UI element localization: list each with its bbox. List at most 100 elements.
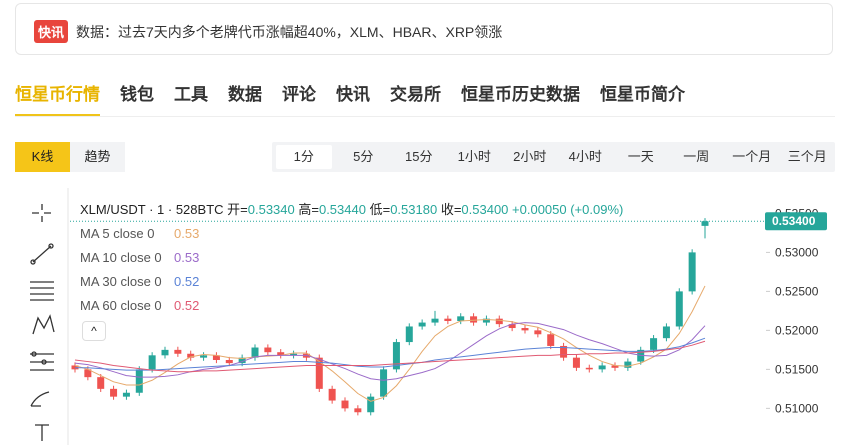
nav-tab[interactable]: 恒星币简介 xyxy=(600,85,685,104)
brush-tool[interactable] xyxy=(30,391,50,407)
y-tick-label: 0.52500 xyxy=(775,284,819,298)
candle-body xyxy=(534,330,542,335)
fib-tool[interactable] xyxy=(30,351,54,371)
parallel-tool[interactable] xyxy=(30,281,54,301)
candle-body xyxy=(431,318,439,323)
legend-name: MA 30 close 0 xyxy=(80,274,162,289)
toolbar xyxy=(30,204,55,441)
y-tick-label: 0.53000 xyxy=(775,245,819,259)
crosshair-tool[interactable] xyxy=(32,204,51,222)
ohlc-label: 收= xyxy=(440,202,462,217)
nav-tab[interactable]: 数据 xyxy=(228,85,262,104)
line-tool[interactable] xyxy=(30,243,54,265)
nav-tab[interactable]: 恒星币历史数据 xyxy=(461,85,580,104)
interval-button[interactable]: 1分 xyxy=(276,145,332,169)
candle-body xyxy=(688,252,696,292)
candle-body xyxy=(585,367,593,370)
last-price-label: 0.53400 xyxy=(772,214,816,228)
change: +0.00050 (+0.09%) xyxy=(512,202,624,217)
candle-body xyxy=(187,353,195,358)
mode-button[interactable]: 趋势 xyxy=(70,142,125,172)
candle-body xyxy=(508,324,516,329)
candle-body xyxy=(521,328,529,331)
collapse-button[interactable]: ^ xyxy=(82,321,106,341)
mode-button[interactable]: K线 xyxy=(15,142,70,172)
candle-body xyxy=(135,369,143,393)
candle-body xyxy=(122,392,130,397)
candle-body xyxy=(290,353,298,356)
candle-body xyxy=(367,396,375,413)
ohlc-value: 0.53440 xyxy=(318,202,366,217)
ohlc-label: 高= xyxy=(298,202,319,217)
interval-button[interactable]: 一天 xyxy=(627,149,654,164)
interval-button[interactable]: 一个月 xyxy=(732,149,772,164)
ma-line xyxy=(74,285,706,402)
divider xyxy=(15,116,835,117)
legend-entry: MA 10 close 0 0.53 xyxy=(80,249,623,273)
candle-body xyxy=(341,400,349,409)
candle-body xyxy=(444,318,452,322)
interval-button[interactable]: 4小时 xyxy=(568,149,602,164)
ma-line xyxy=(75,337,706,371)
candle-body xyxy=(354,408,362,413)
nav-tab[interactable]: 评论 xyxy=(282,85,316,104)
ohlc-label: 开= xyxy=(227,202,248,217)
legend: XLM/USDT · 1 · 528BTC 开=0.53340 高=0.5344… xyxy=(80,201,623,321)
ohlc-value: 0.53180 xyxy=(390,202,438,217)
candle-body xyxy=(547,334,555,346)
candle-body xyxy=(624,361,632,368)
news-text[interactable]: 数据：过去7天内多个老牌代币涨幅超40%，XLM、HBAR、XRP领涨 xyxy=(76,24,503,40)
candle-body xyxy=(598,365,606,370)
legend-name: MA 5 close 0 xyxy=(80,226,155,241)
ohlc-label: 低= xyxy=(369,202,391,217)
interval-button[interactable]: 5分 xyxy=(353,149,374,164)
candle-body xyxy=(482,318,490,323)
candle-body xyxy=(315,357,323,389)
candle-body xyxy=(328,388,336,401)
ohlc-value: 0.53340 xyxy=(247,202,295,217)
candle-body xyxy=(392,342,400,370)
legend-entry: MA 5 close 0 0.53 xyxy=(80,225,623,249)
legend-value: 0.52 xyxy=(174,274,200,289)
candle-body xyxy=(560,345,568,358)
candle-body xyxy=(161,349,169,356)
candle-body xyxy=(264,347,272,353)
interval-button[interactable]: 2小时 xyxy=(513,149,547,164)
candle-body xyxy=(405,326,413,343)
candle-body xyxy=(97,377,105,389)
last-price-box xyxy=(765,212,827,231)
chart: 0.510000.515000.520000.525000.530000.535… xyxy=(30,188,827,445)
text-tool[interactable] xyxy=(35,424,49,441)
symbol: XLM/USDT · 1 · 528BTC xyxy=(80,202,224,217)
interval-button[interactable]: 1小时 xyxy=(457,149,491,164)
candle-body xyxy=(148,355,156,370)
nav-tab[interactable]: 工具 xyxy=(174,85,208,104)
legend-name: MA 60 close 0 xyxy=(80,298,162,313)
candle-body xyxy=(212,355,220,360)
candle-body xyxy=(650,338,658,350)
nav-tab[interactable]: 快讯 xyxy=(336,85,370,104)
y-tick-label: 0.51500 xyxy=(775,362,819,376)
ohlc-value: 0.53400 xyxy=(461,202,509,217)
interval-button[interactable]: 一周 xyxy=(683,149,710,164)
nav-tab[interactable]: 恒星币行情 xyxy=(15,80,100,117)
candle-body xyxy=(470,316,478,323)
nav-tab[interactable]: 交易所 xyxy=(390,85,441,104)
legend-entry: MA 30 close 0 0.52 xyxy=(80,273,623,297)
candle-body xyxy=(380,369,388,397)
interval-selector: 1分 5分 15分 1小时 2小时 4小时 一天 一周 一个月 三个月 xyxy=(272,142,835,172)
pattern-tool[interactable] xyxy=(32,314,55,335)
ma-line xyxy=(74,340,706,373)
candle-body xyxy=(225,360,233,364)
legend-name: MA 10 close 0 xyxy=(80,250,162,265)
nav-tab[interactable]: 钱包 xyxy=(120,85,154,104)
y-tick-label: 0.51000 xyxy=(775,401,819,415)
interval-button[interactable]: 三个月 xyxy=(787,149,827,164)
interval-button[interactable]: 15分 xyxy=(405,149,433,164)
news-banner[interactable]: 快讯 数据：过去7天内多个老牌代币涨幅超40%，XLM、HBAR、XRP领涨 xyxy=(15,3,833,55)
ma-line xyxy=(74,322,706,381)
candle-body xyxy=(662,326,670,339)
candle-body xyxy=(457,316,465,322)
ohlc-header: XLM/USDT · 1 · 528BTC 开=0.53340 高=0.5344… xyxy=(80,201,623,225)
